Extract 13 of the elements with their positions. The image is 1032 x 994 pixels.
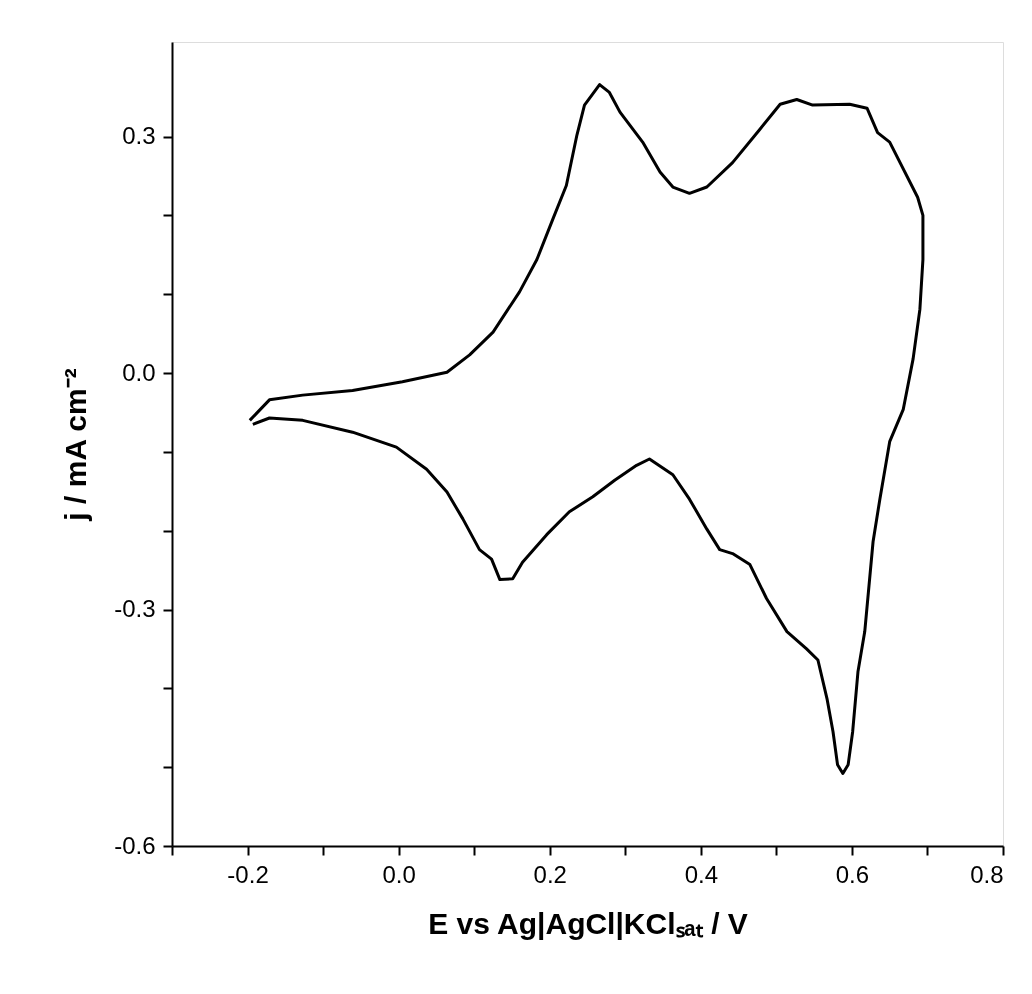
y-tick-label: -0.3 bbox=[114, 595, 156, 623]
x-axis-title: E vs Ag|AgCl|KClₛₐₜ / V bbox=[428, 906, 748, 940]
y-tick-label: 0.3 bbox=[122, 122, 156, 150]
y-tick-label: -0.6 bbox=[114, 831, 156, 859]
y-axis-title: j / mA cm⁻² bbox=[59, 368, 93, 522]
x-tick-label: -0.2 bbox=[227, 860, 269, 888]
x-tick-label: 0.0 bbox=[382, 860, 416, 888]
line-series bbox=[248, 83, 925, 775]
x-tick-label: 0.4 bbox=[684, 860, 719, 888]
y-tick-label: 0.0 bbox=[122, 358, 156, 386]
x-tick-label: 0.8 bbox=[970, 860, 1004, 888]
x-tick-label: 0.6 bbox=[835, 860, 870, 888]
x-tick-label: 0.2 bbox=[533, 860, 567, 888]
